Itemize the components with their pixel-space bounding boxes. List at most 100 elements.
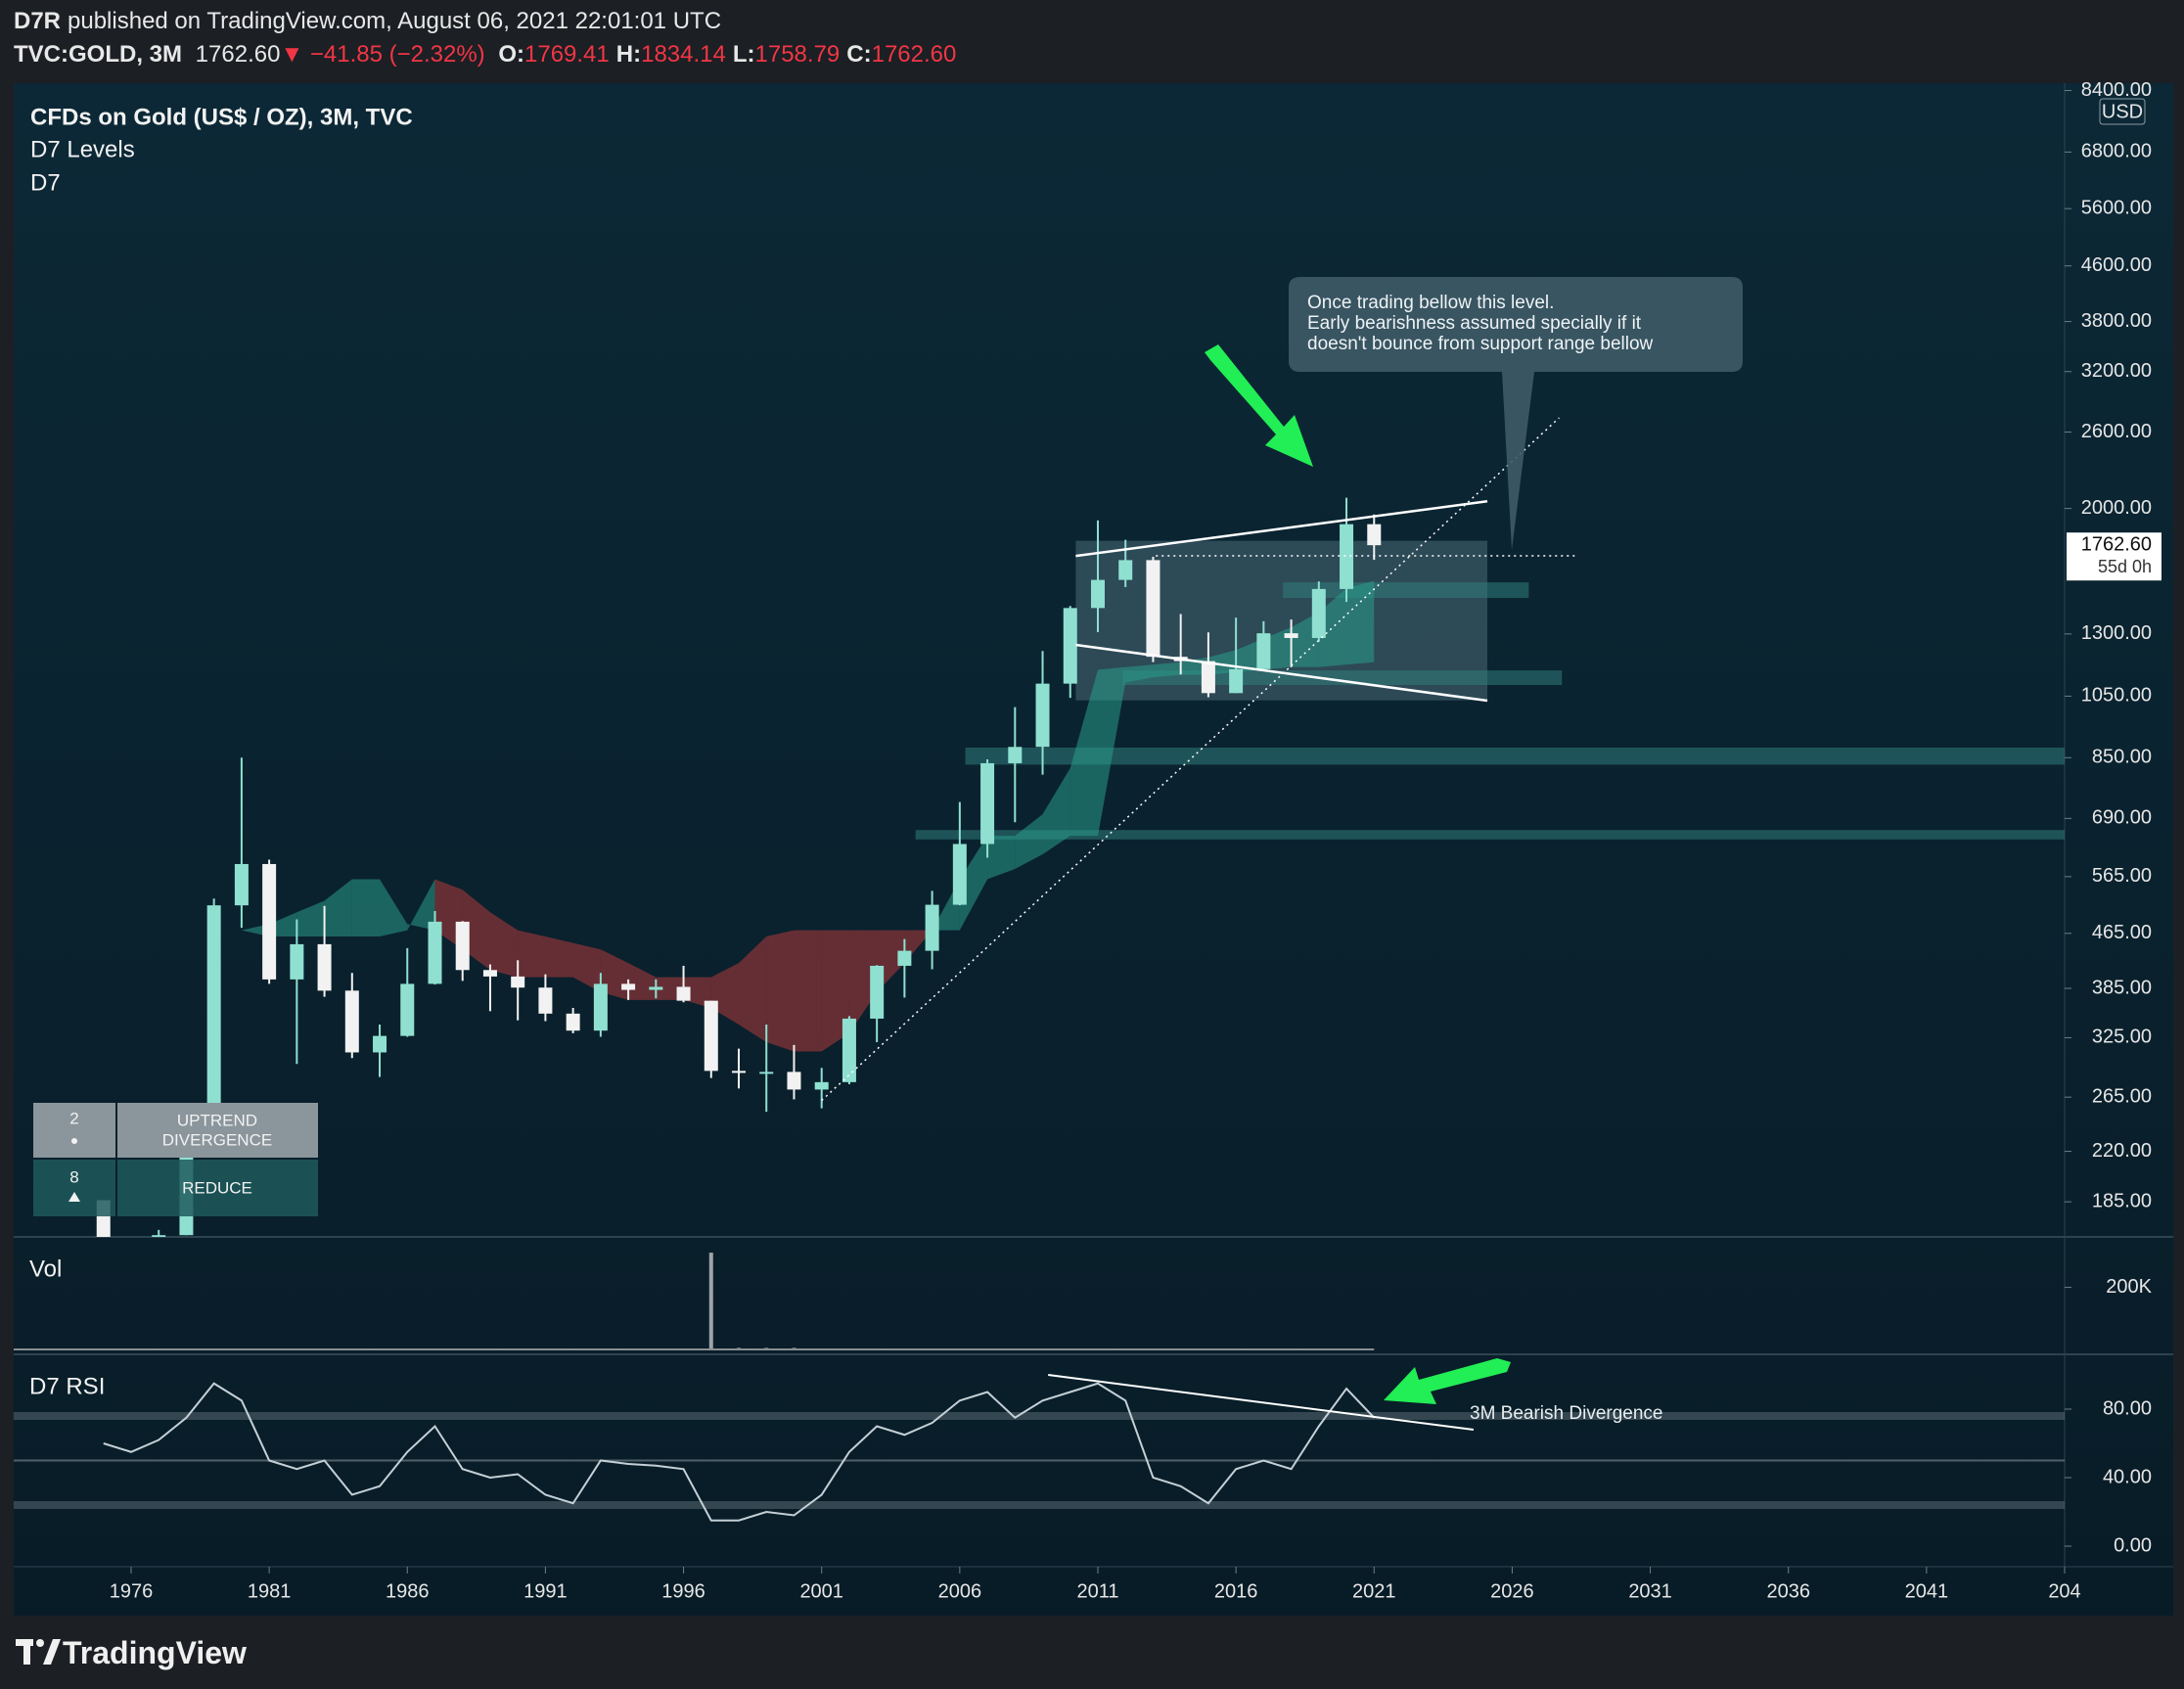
candle-body <box>262 863 277 980</box>
table-signal: REDUCE <box>182 1178 252 1197</box>
arrow <box>1384 1358 1511 1404</box>
candle-body <box>1367 524 1382 546</box>
ohlc-value: 1834.14 <box>641 41 726 68</box>
cloud-segment <box>794 930 822 1052</box>
y-tick-label: 6800.00 <box>2081 141 2152 162</box>
candle-body <box>234 863 249 906</box>
x-tick-label: 2006 <box>938 1580 982 1602</box>
candle-body <box>621 983 636 990</box>
logo-shape <box>36 1639 44 1647</box>
ohlc-label: C: <box>846 41 872 68</box>
candle-body <box>732 1071 747 1073</box>
x-tick-label: 1981 <box>248 1580 292 1602</box>
y-tick-label: 3800.00 <box>2081 310 2152 332</box>
candle-body <box>1256 633 1271 669</box>
candle-body <box>1035 683 1050 748</box>
cloud-segment <box>1346 580 1375 665</box>
candle-body <box>482 970 497 977</box>
axes: 1976 1981 1986 1991 1996 2001 2006 2011 2016 2021… <box>110 79 2161 1602</box>
x-tick-label: 2036 <box>1766 1580 1810 1602</box>
cloud-segment <box>959 836 988 931</box>
table-count: 2 <box>69 1109 78 1127</box>
candle-body <box>290 943 304 980</box>
cloud-segment <box>1125 664 1154 683</box>
candle-body <box>759 1072 774 1074</box>
candle-body <box>1063 608 1077 684</box>
y-tick-label: 325.00 <box>2092 1027 2152 1048</box>
y-tick-label: 5600.00 <box>2081 197 2152 218</box>
chart: 1976 1981 1986 1991 1996 2001 2006 2011 2016 2021… <box>14 79 2173 1616</box>
rsi-trendline <box>1048 1374 1475 1431</box>
cloud-segment <box>821 930 849 1052</box>
y-tick-label: 40.00 <box>2103 1466 2152 1487</box>
candle-body <box>980 762 995 844</box>
candle-body <box>1118 560 1133 580</box>
candle-body <box>1311 588 1326 638</box>
candle-body <box>1090 579 1105 609</box>
candle-body <box>373 1035 387 1053</box>
cloud-segment <box>987 836 1016 880</box>
y-tick-label: 185.00 <box>2092 1190 2152 1211</box>
x-tick-label: 1991 <box>523 1580 568 1602</box>
cloud-segment <box>739 936 767 1043</box>
callout-text: Early bearishness assumed specially if i… <box>1307 313 1642 334</box>
last-price: 1762.60 <box>195 41 281 68</box>
candle-body <box>1340 524 1354 589</box>
table-signal: DIVERGENCE <box>162 1130 272 1149</box>
candle-body <box>1146 560 1160 658</box>
ohlc-value: 1762.60 <box>871 41 957 68</box>
callout-text: Once trading bellow this level. <box>1307 293 1554 313</box>
y-tick-label: 465.00 <box>2092 922 2152 943</box>
price-marker <box>2067 532 2161 581</box>
volume-pane <box>14 1253 1375 1350</box>
candle-body <box>344 990 359 1053</box>
y-tick-label: 2600.00 <box>2081 421 2152 442</box>
change: ▼ −41.85 (−2.32%) <box>280 41 485 68</box>
candle-body <box>400 983 415 1036</box>
y-tick-label: 1050.00 <box>2081 685 2152 707</box>
cloud-segment <box>877 930 905 992</box>
ohlc-label: L: <box>732 41 755 68</box>
logo-shape <box>43 1639 61 1665</box>
cloud-segment <box>1069 669 1098 837</box>
candle-body <box>206 905 221 1144</box>
ohlc-value: 1758.79 <box>754 41 841 68</box>
x-tick-label: 1976 <box>110 1580 154 1602</box>
currency: USD <box>2102 101 2143 122</box>
ohlc-label: O: <box>498 41 524 68</box>
volume-label: Vol <box>29 1255 62 1282</box>
candle-body <box>566 1013 580 1031</box>
cloud-segment <box>1042 767 1070 855</box>
ohlc: O:1769.41 H:1834.14 L:1758.79 C:1762.60 <box>491 41 956 68</box>
cloud-segment <box>269 912 297 937</box>
table-icon <box>71 1138 77 1144</box>
signal-table: 2 UPTREND DIVERGENCE 8 REDUCE <box>33 1103 318 1216</box>
zone <box>915 830 2065 840</box>
x-tick-label: 1996 <box>661 1580 705 1602</box>
y-tick-label: 80.00 <box>2103 1397 2152 1419</box>
candle-body <box>152 1235 166 1237</box>
cloud-segment <box>848 930 878 1033</box>
cloud-segment <box>407 879 435 931</box>
table-cell <box>33 1160 115 1216</box>
y-tick-label: 1300.00 <box>2081 622 2152 644</box>
x-tick-label: 2026 <box>1490 1580 1534 1602</box>
x-tick-label: 2031 <box>1628 1580 1672 1602</box>
cloud-segment <box>932 879 960 931</box>
y-tick-label: 220.00 <box>2092 1140 2152 1162</box>
ohlc-value: 1769.41 <box>524 41 610 68</box>
candle-body <box>925 904 939 951</box>
ohlc-label: H: <box>615 41 642 68</box>
y-tick-label: 385.00 <box>2092 977 2152 998</box>
callout: Once trading bellow this level. Early be… <box>1289 277 1743 550</box>
table-count: 8 <box>69 1167 78 1186</box>
y-tick-label: 690.00 <box>2092 807 2152 829</box>
cloud-segment <box>600 949 629 1000</box>
cloud-segment <box>628 963 657 1000</box>
table-cell <box>117 1103 318 1158</box>
cloud-segment <box>351 879 381 937</box>
table-signal: UPTREND <box>177 1111 257 1129</box>
cloud-segment <box>1236 638 1264 672</box>
x-tick-label: 2021 <box>1352 1580 1396 1602</box>
